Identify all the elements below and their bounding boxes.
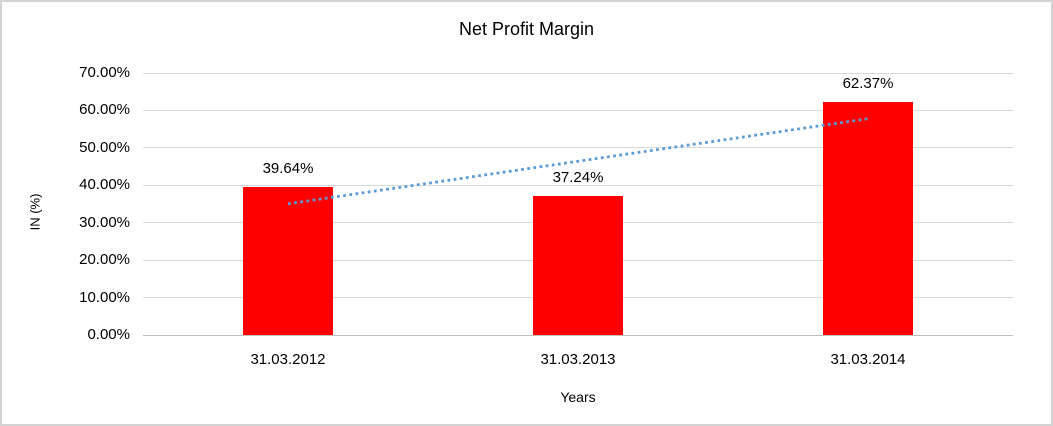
y-axis-tick-label: 60.00% bbox=[79, 101, 130, 119]
bar-value-label: 37.24% bbox=[552, 168, 604, 186]
gridline bbox=[143, 109, 1013, 111]
bar-31.03.2014 bbox=[823, 101, 913, 335]
x-axis-title: Years bbox=[560, 389, 596, 405]
bar-31.03.2013 bbox=[533, 195, 623, 335]
y-axis-tick-label: 0.00% bbox=[87, 326, 130, 343]
y-axis-tick-label: 30.00% bbox=[79, 213, 130, 231]
y-axis-tick-label: 50.00% bbox=[79, 138, 130, 156]
gridline bbox=[143, 72, 1013, 74]
gridline bbox=[143, 184, 1013, 186]
chart-title: Net Profit Margin bbox=[458, 19, 595, 39]
x-axis-tick-label: 31.03.2014 bbox=[830, 351, 906, 368]
x-axis-tick-label: 31.03.2012 bbox=[250, 351, 326, 368]
x-axis-tick-label: 31.03.2013 bbox=[540, 351, 616, 368]
x-axis-line bbox=[143, 335, 1013, 336]
bar-31.03.2012 bbox=[243, 186, 333, 335]
y-axis-tick-label: 40.00% bbox=[79, 176, 130, 194]
trendline bbox=[287, 117, 869, 206]
y-axis-tick-label: 10.00% bbox=[79, 288, 130, 306]
gridline bbox=[143, 147, 1013, 149]
y-axis-tick-label: 20.00% bbox=[79, 251, 130, 269]
plot-area: 39.64% 37.24% 62.37% bbox=[143, 72, 1013, 336]
bar-value-label: 62.37% bbox=[842, 74, 894, 92]
y-axis-tick-label: 70.00% bbox=[79, 64, 130, 81]
bar-value-label: 39.64% bbox=[262, 159, 314, 177]
